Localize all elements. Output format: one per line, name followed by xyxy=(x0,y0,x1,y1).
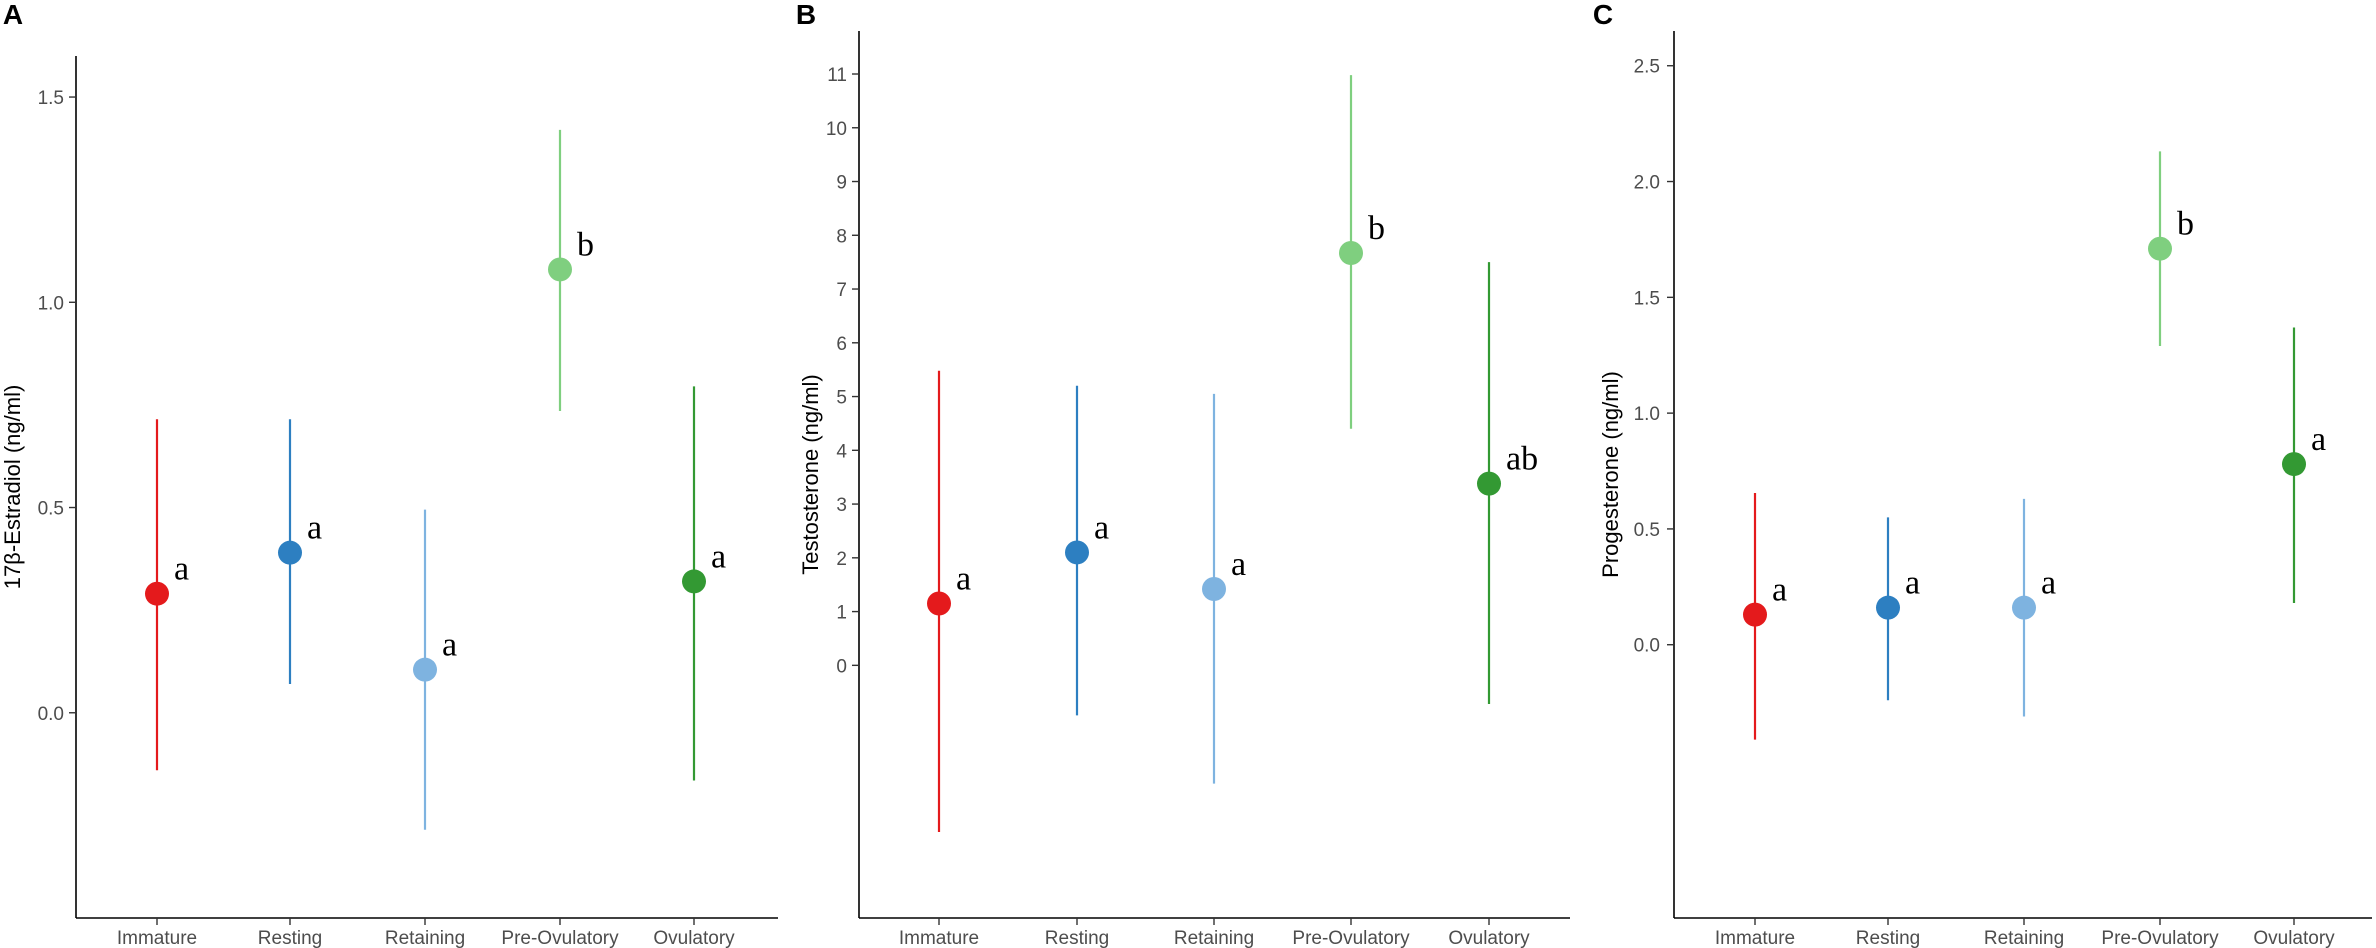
y-tick-label: 1.0 xyxy=(1634,404,1660,425)
significance-letter: a xyxy=(307,510,322,547)
y-tick-label: 1.5 xyxy=(1634,288,1660,309)
y-tick-label: 0.0 xyxy=(1634,636,1660,657)
significance-letter: b xyxy=(1368,210,1385,247)
significance-letter: a xyxy=(442,627,457,664)
y-tick-label: 7 xyxy=(836,280,847,301)
data-point xyxy=(927,591,951,616)
data-point xyxy=(2148,236,2172,261)
data-point xyxy=(2282,452,2306,477)
x-tick-label: Retaining xyxy=(385,928,465,948)
y-tick-label: 3 xyxy=(836,495,847,516)
data-point xyxy=(413,657,437,682)
significance-letter: a xyxy=(174,551,189,588)
x-tick-label: Ovulatory xyxy=(653,928,735,948)
x-tick-label: Immature xyxy=(899,928,979,948)
significance-letter: a xyxy=(2311,421,2326,458)
y-tick-label: 2.0 xyxy=(1634,173,1660,194)
y-axis-title: 17β-Estradiol (ng/ml) xyxy=(0,385,25,590)
significance-letter: a xyxy=(956,561,971,598)
y-tick-label: 1 xyxy=(836,603,847,624)
significance-letter: a xyxy=(1772,572,1787,609)
y-tick-label: 4 xyxy=(836,441,847,462)
data-point xyxy=(1477,471,1501,496)
y-tick-label: 0.5 xyxy=(38,499,64,520)
y-tick-label: 0.0 xyxy=(38,704,64,725)
x-tick-label: Pre-Ovulatory xyxy=(501,928,619,948)
y-tick-label: 5 xyxy=(836,388,847,409)
y-tick-label: 2.5 xyxy=(1634,57,1660,78)
significance-letter: ab xyxy=(1506,441,1538,478)
panel-label: C xyxy=(1593,0,1613,30)
y-tick-label: 1.5 xyxy=(38,88,64,109)
x-tick-label: Resting xyxy=(1045,928,1109,948)
significance-letter: a xyxy=(1905,565,1920,602)
y-tick-label: 1.0 xyxy=(38,293,64,314)
x-tick-label: Pre-Ovulatory xyxy=(1292,928,1410,948)
x-tick-label: Retaining xyxy=(1174,928,1254,948)
data-point xyxy=(145,581,169,606)
data-point xyxy=(1743,602,1767,627)
significance-letter: a xyxy=(1094,509,1109,546)
data-point xyxy=(548,257,572,282)
x-tick-label: Retaining xyxy=(1984,928,2064,948)
x-tick-label: Immature xyxy=(1715,928,1795,948)
y-tick-label: 0 xyxy=(836,656,847,677)
significance-letter: b xyxy=(577,226,594,263)
significance-letter: a xyxy=(1231,546,1246,583)
panel-c: C 0.0 0.5 1.0 1.5 2.0 2.5 Progesterone (ng/ml) I… xyxy=(1593,0,2372,948)
x-tick-label: Immature xyxy=(117,928,197,948)
x-tick-label: Resting xyxy=(1856,928,1920,948)
panel-label: A xyxy=(3,0,23,30)
x-tick-label: Ovulatory xyxy=(2253,928,2335,948)
y-axis-title: Progesterone (ng/ml) xyxy=(1598,371,1623,578)
y-tick-label: 8 xyxy=(836,226,847,247)
y-tick-label: 10 xyxy=(826,119,847,140)
panel-a: A 0.0 0.5 1.0 1.5 17β-Estradiol (ng/ml) Immatu… xyxy=(0,0,778,948)
significance-letter: b xyxy=(2177,206,2194,243)
data-point xyxy=(278,540,302,565)
y-tick-label: 9 xyxy=(836,173,847,194)
y-tick-label: 0.5 xyxy=(1634,520,1660,541)
x-tick-label: Ovulatory xyxy=(1448,928,1530,948)
significance-letter: a xyxy=(2041,565,2056,602)
data-point xyxy=(1202,577,1226,602)
data-point xyxy=(1339,241,1363,266)
significance-letter: a xyxy=(711,538,726,575)
data-point xyxy=(2012,595,2036,620)
panel-b: B 0 1 2 3 4 5 6 7 8 9 10 11 Testosterone (ng/ml) Immat… xyxy=(796,0,1570,948)
y-tick-label: 6 xyxy=(836,334,847,355)
panel-label: B xyxy=(796,0,816,30)
y-tick-label: 2 xyxy=(836,549,847,570)
x-tick-label: Pre-Ovulatory xyxy=(2101,928,2219,948)
data-point xyxy=(682,569,706,594)
y-axis-title: Testosterone (ng/ml) xyxy=(798,374,823,575)
x-tick-label: Resting xyxy=(258,928,322,948)
data-point xyxy=(1876,595,1900,620)
y-tick-label: 11 xyxy=(827,65,847,86)
data-point xyxy=(1065,540,1089,565)
